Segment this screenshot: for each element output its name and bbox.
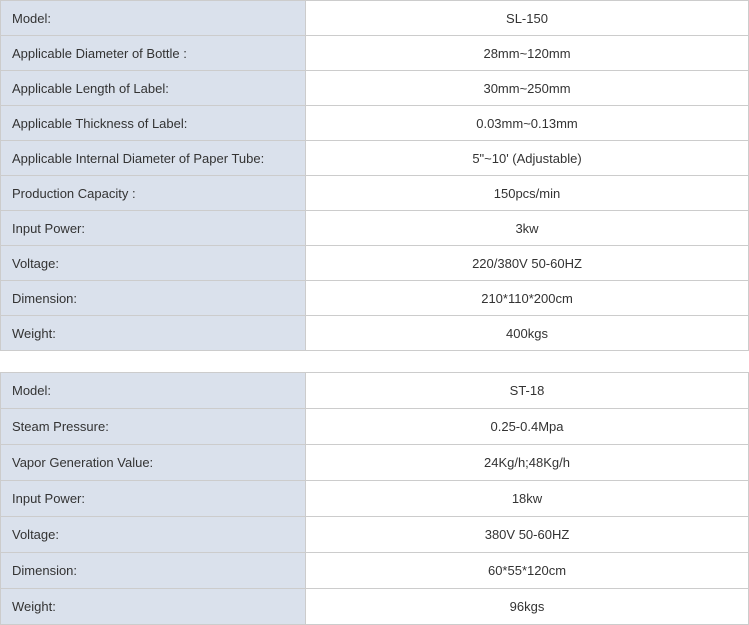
spec-value: 28mm~120mm bbox=[305, 35, 749, 71]
spec-row: Weight: 400kgs bbox=[0, 315, 749, 351]
spec-value: 150pcs/min bbox=[305, 175, 749, 211]
spec-row: Applicable Diameter of Bottle :28mm~120m… bbox=[0, 35, 749, 71]
spec-value: 220/380V 50-60HZ bbox=[305, 245, 749, 281]
spec-label: Applicable Internal Diameter of Paper Tu… bbox=[0, 140, 306, 176]
spec-table-st-18: Model: ST-18 Steam Pressure: 0.25-0.4Mpa Vap… bbox=[0, 372, 749, 625]
spec-row: Dimension: 210*110*200cm bbox=[0, 280, 749, 316]
spec-label: Vapor Generation Value: bbox=[0, 444, 306, 481]
spec-value: 24Kg/h;48Kg/h bbox=[305, 444, 749, 481]
spec-label: Voltage: bbox=[0, 516, 306, 553]
spec-row: Model: SL-150 bbox=[0, 0, 749, 36]
spec-row: Model: ST-18 bbox=[0, 372, 749, 409]
spec-table-sl-150: Model: SL-150 Applicable Diameter of Bottl… bbox=[0, 0, 749, 351]
spec-row: Applicable Length of Label: 30mm~250mm bbox=[0, 70, 749, 106]
spec-label: Dimension: bbox=[0, 280, 306, 316]
spec-row: Input Power: 18kw bbox=[0, 480, 749, 517]
spec-label: Voltage: bbox=[0, 245, 306, 281]
spec-row: Applicable Thickness of Label: 0.03mm~0.1… bbox=[0, 105, 749, 141]
spec-label: Weight: bbox=[0, 588, 306, 625]
spec-label: Steam Pressure: bbox=[0, 408, 306, 445]
spec-row: Dimension: 60*55*120cm bbox=[0, 552, 749, 589]
spec-value: 0.25-0.4Mpa bbox=[305, 408, 749, 445]
spec-value: 210*110*200cm bbox=[305, 280, 749, 316]
spec-value: 380V 50-60HZ bbox=[305, 516, 749, 553]
spec-label: Applicable Diameter of Bottle : bbox=[0, 35, 306, 71]
spec-value: 3kw bbox=[305, 210, 749, 246]
spec-label: Production Capacity : bbox=[0, 175, 306, 211]
spec-value: 96kgs bbox=[305, 588, 749, 625]
spec-value: SL-150 bbox=[305, 0, 749, 36]
spec-row: Voltage: 380V 50-60HZ bbox=[0, 516, 749, 553]
spec-label: Applicable Thickness of Label: bbox=[0, 105, 306, 141]
spec-value: 0.03mm~0.13mm bbox=[305, 105, 749, 141]
spec-row: Input Power: 3kw bbox=[0, 210, 749, 246]
spec-row: Weight: 96kgs bbox=[0, 588, 749, 625]
spec-value: 60*55*120cm bbox=[305, 552, 749, 589]
spec-value: ST-18 bbox=[305, 372, 749, 409]
spec-row: Voltage: 220/380V 50-60HZ bbox=[0, 245, 749, 281]
spec-row: Steam Pressure: 0.25-0.4Mpa bbox=[0, 408, 749, 445]
spec-value: 30mm~250mm bbox=[305, 70, 749, 106]
spec-label: Applicable Length of Label: bbox=[0, 70, 306, 106]
spec-label: Input Power: bbox=[0, 480, 306, 517]
spec-label: Weight: bbox=[0, 315, 306, 351]
spec-value: 5"~10' (Adjustable) bbox=[305, 140, 749, 176]
spec-value: 400kgs bbox=[305, 315, 749, 351]
spec-label: Model: bbox=[0, 372, 306, 409]
spec-label: Model: bbox=[0, 0, 306, 36]
spec-row: Applicable Internal Diameter of Paper Tu… bbox=[0, 140, 749, 176]
spec-value: 18kw bbox=[305, 480, 749, 517]
spec-row: Production Capacity :150pcs/min bbox=[0, 175, 749, 211]
spec-row: Vapor Generation Value: 24Kg/h;48Kg/h bbox=[0, 444, 749, 481]
spec-label: Input Power: bbox=[0, 210, 306, 246]
spec-label: Dimension: bbox=[0, 552, 306, 589]
